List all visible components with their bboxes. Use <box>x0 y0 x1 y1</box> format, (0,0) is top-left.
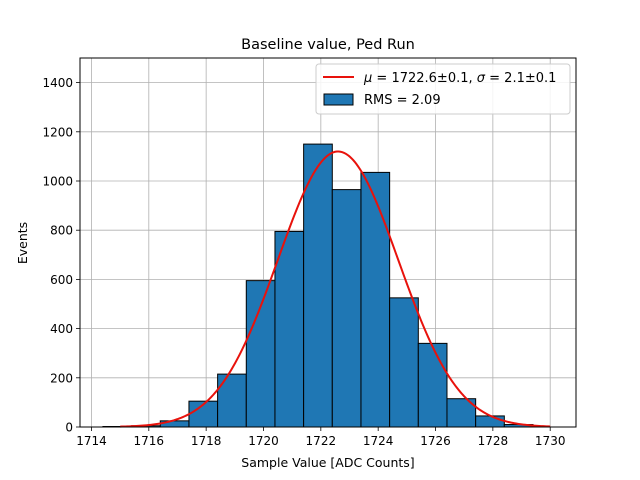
plot-frame <box>79 57 577 428</box>
y-tick-label: 200 <box>50 371 73 385</box>
x-axis-label: Sample Value [ADC Counts] <box>241 455 414 470</box>
y-tick-label: 400 <box>50 322 73 336</box>
chart-title: Baseline value, Ped Run <box>241 37 415 53</box>
legend-box <box>315 63 571 115</box>
x-tick-label: 1730 <box>535 434 566 448</box>
histogram-bar <box>360 171 391 428</box>
legend-mu-value: = 1722.6±0.1, <box>372 71 476 86</box>
histogram-bar <box>245 280 276 428</box>
x-tick-label: 1722 <box>306 434 337 448</box>
legend-sigma-symbol: σ <box>477 71 486 86</box>
histogram-bar <box>475 415 505 428</box>
y-axis-ticks: 0 200 400 600 800 1000 1200 1400 <box>42 76 80 435</box>
y-tick-label: 1400 <box>42 76 73 90</box>
x-tick-label: 1724 <box>363 434 394 448</box>
legend-mu-symbol: μ <box>363 71 372 86</box>
histogram-bar <box>217 373 247 428</box>
x-tick-label: 1714 <box>76 434 107 448</box>
histogram-bar <box>303 143 333 428</box>
x-tick-label: 1716 <box>134 434 165 448</box>
legend-hist-label: RMS = 2.09 <box>364 93 441 108</box>
x-tick-label: 1726 <box>420 434 451 448</box>
legend-sigma-value: = 2.1±0.1 <box>485 71 556 86</box>
x-axis-ticks: 1714 1716 1718 1720 1722 1724 1726 1728 1730 <box>76 427 565 448</box>
histogram-bar <box>331 189 362 428</box>
y-tick-label: 1200 <box>42 125 73 139</box>
x-tick-label: 1720 <box>248 434 279 448</box>
y-tick-label: 0 <box>65 421 73 435</box>
x-tick-label: 1728 <box>478 434 509 448</box>
gaussian-fit <box>120 150 551 428</box>
histogram-bar <box>389 297 419 428</box>
fit-curve-line <box>120 150 551 428</box>
x-tick-label: 1718 <box>191 434 222 448</box>
legend: μ = 1722.6±0.1, σ = 2.1±0.1 RMS = 2.09 <box>315 63 571 115</box>
y-tick-label: 800 <box>50 224 73 238</box>
histogram-bar <box>417 342 448 428</box>
histogram-bar <box>274 230 305 428</box>
y-tick-label: 600 <box>50 273 73 287</box>
y-axis-label: Events <box>15 222 30 264</box>
legend-fit-label: μ = 1722.6±0.1, σ = 2.1±0.1 <box>363 71 556 86</box>
legend-hist-swatch <box>323 93 354 106</box>
y-tick-label: 1000 <box>42 175 73 189</box>
